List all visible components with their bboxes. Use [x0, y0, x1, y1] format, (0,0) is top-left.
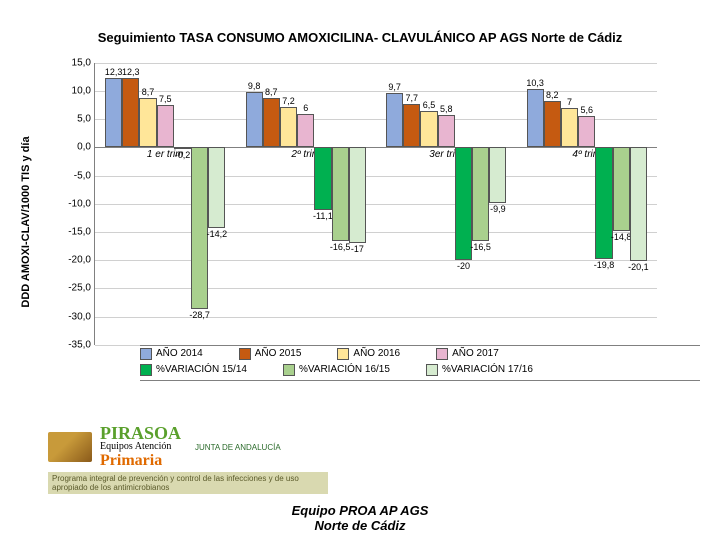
legend-item: AÑO 2017 — [436, 348, 499, 360]
bar-value-label: -9,9 — [490, 204, 506, 214]
bar-value-label: -28,7 — [189, 310, 210, 320]
bar-value-label: 12,3 — [105, 67, 123, 77]
bar — [297, 114, 314, 148]
bar-value-label: -20,1 — [628, 262, 649, 272]
bar-value-label: 5,8 — [440, 104, 453, 114]
logo-brand: PIRASOA — [100, 425, 181, 441]
bar-value-label: 7 — [567, 97, 572, 107]
bar — [157, 105, 174, 147]
legend-label: AÑO 2014 — [156, 348, 203, 359]
y-tick: -15,0 — [68, 227, 95, 238]
legend-label: AÑO 2017 — [452, 348, 499, 359]
bar — [122, 78, 139, 147]
y-axis-label: DDD AMOXI-CLAV/1000 TIS y día — [20, 136, 32, 307]
bar-value-label: -19,8 — [594, 260, 615, 270]
bar — [595, 147, 612, 259]
logo-line2: Primaria — [100, 452, 162, 469]
y-tick: 15,0 — [72, 57, 95, 68]
bar — [246, 92, 263, 147]
bar-value-label: 6,5 — [423, 100, 436, 110]
bar — [420, 111, 437, 148]
bar — [472, 147, 489, 240]
bar — [630, 147, 647, 260]
legend-item: AÑO 2014 — [140, 348, 203, 360]
bar-value-label: -16,5 — [330, 242, 351, 252]
logo-image — [48, 432, 92, 462]
footer-text: Equipo PROA AP AGSNorte de Cádiz — [0, 503, 720, 534]
legend-swatch — [337, 348, 349, 360]
bar-value-label: 5,6 — [580, 105, 593, 115]
y-tick: -30,0 — [68, 311, 95, 322]
logo-strapline: Programa integral de prevención y contro… — [48, 472, 328, 494]
bar-value-label: 10,3 — [526, 78, 544, 88]
bar-value-label: -11,1 — [313, 211, 333, 221]
legend-label: AÑO 2016 — [353, 348, 400, 359]
bar-value-label: 9,8 — [248, 81, 261, 91]
junta-label: JUNTA DE ANDALUCÍA — [195, 443, 281, 452]
bar — [578, 116, 595, 148]
slide: Seguimiento TASA CONSUMO AMOXICILINA- CL… — [0, 0, 720, 540]
bar — [208, 147, 225, 227]
bar-value-label: -14,2 — [207, 229, 228, 239]
bar — [561, 108, 578, 147]
legend-item: %VARIACIÓN 17/16 — [426, 364, 533, 376]
legend-label: %VARIACIÓN 17/16 — [442, 364, 533, 375]
logo-line1: Equipos Atención — [100, 441, 171, 452]
bar — [386, 93, 403, 148]
bar-value-label: -20 — [457, 261, 470, 271]
chart: DDD AMOXI-CLAV/1000 TIS y día 15,010,05,… — [60, 57, 660, 387]
bar — [280, 107, 297, 148]
bar-value-label: 6 — [303, 103, 308, 113]
y-tick: -20,0 — [68, 255, 95, 266]
legend-swatch — [140, 364, 152, 376]
bar — [544, 101, 561, 147]
y-tick: 10,0 — [72, 86, 95, 97]
bar-value-label: 7,7 — [406, 93, 419, 103]
plot-area: 15,010,05,00,0-5,0-10,0-15,0-20,0-25,0-3… — [94, 63, 657, 345]
legend-swatch — [283, 364, 295, 376]
legend-label: %VARIACIÓN 15/14 — [156, 364, 247, 375]
legend-swatch — [436, 348, 448, 360]
legend-label: %VARIACIÓN 16/15 — [299, 364, 390, 375]
y-tick: 5,0 — [77, 114, 95, 125]
legend-swatch — [140, 348, 152, 360]
bar — [613, 147, 630, 230]
bar-value-label: 8,7 — [142, 87, 155, 97]
y-tick: -5,0 — [74, 170, 95, 181]
y-tick: -25,0 — [68, 283, 95, 294]
bar — [349, 147, 366, 243]
bar-value-label: -16,5 — [470, 242, 491, 252]
bar-value-label: 9,7 — [388, 82, 401, 92]
bar — [332, 147, 349, 240]
bar-value-label: -17 — [351, 244, 364, 254]
legend: AÑO 2014 AÑO 2015 AÑO 2016 AÑO 2017 %VARIACI… — [140, 343, 700, 383]
bar — [438, 115, 455, 148]
logo-block: PIRASOA Equipos Atención Primaria JUNTA … — [48, 425, 328, 494]
bar-value-label: 12,3 — [122, 67, 140, 77]
bar-value-label: 7,5 — [159, 94, 172, 104]
bar — [527, 89, 544, 147]
bar — [489, 147, 506, 203]
bar-value-label: 8,7 — [265, 87, 278, 97]
y-tick: -10,0 — [68, 198, 95, 209]
y-tick: -35,0 — [68, 339, 95, 350]
bar — [105, 78, 122, 147]
legend-swatch — [239, 348, 251, 360]
legend-swatch — [426, 364, 438, 376]
bar-value-label: -0,2 — [175, 150, 191, 160]
bar — [403, 104, 420, 147]
legend-item: %VARIACIÓN 16/15 — [283, 364, 390, 376]
bar-value-label: 7,2 — [282, 96, 295, 106]
legend-item: AÑO 2015 — [239, 348, 302, 360]
bar-value-label: 8,2 — [546, 90, 559, 100]
bar-value-label: -14,8 — [611, 232, 632, 242]
bar — [139, 98, 156, 147]
y-tick: 0,0 — [77, 142, 95, 153]
bar — [263, 98, 280, 147]
legend-label: AÑO 2015 — [255, 348, 302, 359]
legend-item: AÑO 2016 — [337, 348, 400, 360]
chart-title: Seguimiento TASA CONSUMO AMOXICILINA- CL… — [0, 0, 720, 47]
legend-item: %VARIACIÓN 15/14 — [140, 364, 247, 376]
bar — [314, 147, 331, 210]
